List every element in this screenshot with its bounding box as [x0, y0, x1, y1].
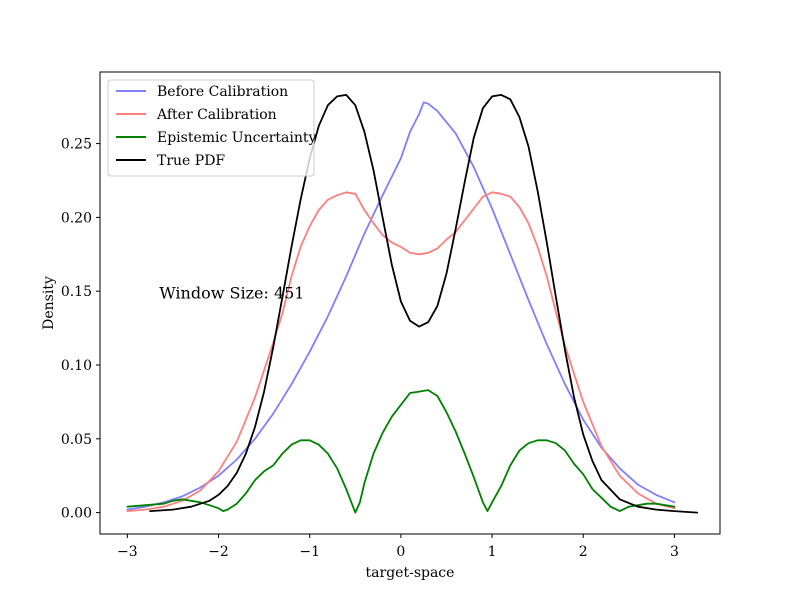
y-tick-label-2: 0.10	[61, 358, 92, 374]
x-tick-label-1: −2	[208, 544, 229, 560]
x-tick-label-0: −3	[117, 544, 138, 560]
y-tick-label-1: 0.05	[61, 432, 92, 448]
legend-label-1: After Calibration	[156, 107, 277, 123]
series-line-2	[126, 389, 676, 514]
legend-items: Before Calibration After Calibration Epist…	[116, 84, 317, 169]
ticks-layer: −3 −2 −1 0 1 2 3 0.00 0.05 0.10 0.15 0.20 0.25	[61, 137, 679, 560]
series-layer	[126, 94, 699, 514]
x-tick-label-6: 3	[670, 544, 679, 560]
x-tick-label-4: 1	[488, 544, 497, 560]
plot-frame	[99, 71, 721, 535]
y-tick-label-4: 0.20	[61, 210, 92, 226]
y-axis-label: Density	[41, 276, 57, 330]
legend-label-2: Epistemic Uncertainty	[157, 130, 317, 146]
y-tick-label-3: 0.15	[61, 284, 92, 300]
legend-box	[107, 79, 315, 177]
series-line-3	[149, 94, 699, 514]
legend: Before Calibration After Calibration Epist…	[107, 79, 317, 177]
y-tick-label-5: 0.25	[61, 137, 92, 153]
window-size-annotation: Window Size: 451	[159, 284, 304, 303]
x-tick-label-3: 0	[396, 544, 405, 560]
legend-label-3: True PDF	[157, 153, 225, 169]
legend-label-0: Before Calibration	[157, 84, 288, 100]
x-tick-label-2: −1	[299, 544, 320, 560]
x-tick-label-5: 2	[579, 544, 588, 560]
series-line-1	[126, 191, 676, 512]
x-axis-label: target-space	[366, 565, 455, 581]
y-tick-label-0: 0.00	[61, 506, 92, 522]
series-line-0	[126, 101, 676, 511]
